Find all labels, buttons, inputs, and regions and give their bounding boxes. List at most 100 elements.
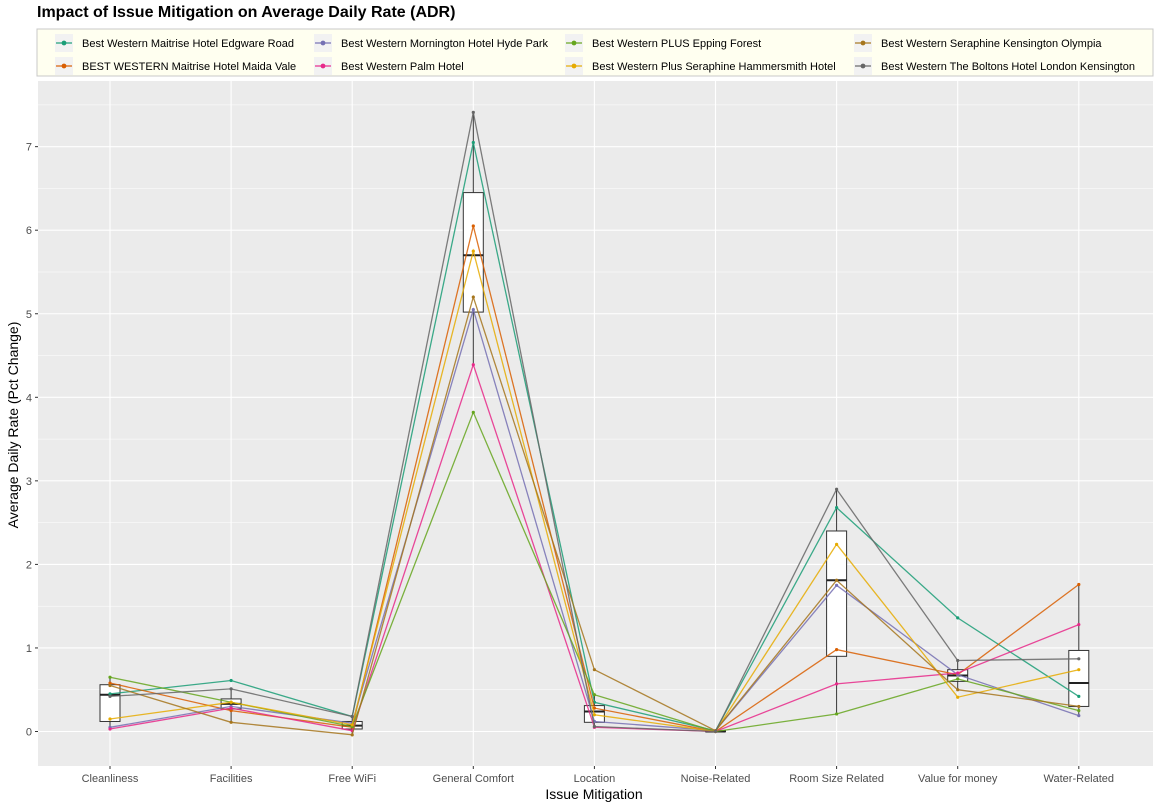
- y-tick-label: 1: [26, 643, 32, 655]
- data-point: [1077, 694, 1081, 699]
- legend-item: BEST WESTERN Maitrise Hotel Maida Vale: [55, 57, 296, 75]
- data-point: [835, 578, 839, 582]
- data-point: [471, 295, 475, 299]
- y-axis: 0 1 2 3 4 5 6 7: [26, 142, 38, 739]
- data-point: [713, 729, 718, 734]
- data-point: [108, 675, 112, 679]
- legend-key-point: [61, 40, 67, 46]
- data-point: [592, 713, 597, 717]
- y-tick-label: 6: [26, 225, 32, 237]
- boxplot-box: [99, 684, 121, 722]
- data-point: [1077, 622, 1081, 627]
- data-point: [108, 717, 112, 721]
- legend: Best Western Maitrise Hotel Edgware Road…: [36, 28, 1154, 77]
- legend-item: Best Western PLUS Epping Forest: [565, 34, 761, 52]
- x-tick-label: Value for money: [918, 773, 998, 785]
- data-point: [1077, 709, 1081, 713]
- legend-key-point: [860, 40, 866, 46]
- y-tick-label: 2: [26, 559, 32, 571]
- data-point: [1077, 582, 1081, 587]
- data-point: [1077, 657, 1081, 661]
- data-point: [350, 733, 354, 737]
- data-point: [471, 110, 475, 114]
- data-point: [1077, 704, 1081, 709]
- x-tick-label: Facilities: [210, 773, 253, 785]
- data-point: [108, 694, 112, 699]
- data-point: [350, 723, 354, 727]
- legend-label: Best Western PLUS Epping Forest: [592, 38, 761, 50]
- x-tick-label: Free WiFi: [328, 773, 376, 785]
- plot-panel: [38, 81, 1153, 766]
- series-lines: [108, 110, 1081, 737]
- legend-box: [36, 28, 1154, 77]
- legend-item: Best Western The Boltons Hotel London Ke…: [854, 57, 1135, 75]
- data-point: [956, 658, 960, 663]
- legend-item: Best Western Palm Hotel: [314, 57, 464, 75]
- data-point: [471, 410, 475, 414]
- legend-item: Best Western Plus Seraphine Hammersmith …: [565, 57, 836, 75]
- data-point: [229, 700, 233, 704]
- data-point: [835, 505, 839, 510]
- data-point: [108, 681, 112, 685]
- legend-key-point: [571, 63, 577, 69]
- data-point: [835, 542, 839, 546]
- data-point: [229, 706, 233, 710]
- y-tick-label: 0: [26, 727, 32, 739]
- x-axis-title: Issue Mitigation: [545, 786, 642, 802]
- data-point: [835, 712, 839, 716]
- legend-key-point: [860, 63, 866, 69]
- chart-title: Impact of Issue Mitigation on Average Da…: [37, 4, 455, 21]
- data-point: [592, 693, 597, 697]
- data-point: [350, 714, 354, 719]
- legend-key-point: [571, 40, 577, 46]
- legend-label: Best Western Palm Hotel: [341, 61, 464, 73]
- legend-label: BEST WESTERN Maitrise Hotel Maida Vale: [82, 61, 296, 73]
- y-axis-title: Average Daily Rate (Pct Change): [5, 322, 21, 529]
- data-point: [835, 648, 839, 652]
- data-point: [471, 249, 475, 253]
- data-point: [956, 616, 960, 620]
- legend-label: Best Western Mornington Hotel Hyde Park: [341, 38, 549, 50]
- legend-key-point: [320, 63, 326, 69]
- data-point: [108, 683, 112, 688]
- data-point: [956, 688, 960, 692]
- data-point: [108, 692, 112, 696]
- y-tick-label: 7: [26, 142, 32, 154]
- data-point: [229, 687, 233, 691]
- data-point: [592, 706, 597, 710]
- x-tick-label: Water-Related: [1044, 773, 1115, 785]
- legend-key-point: [61, 63, 67, 69]
- data-point: [956, 677, 960, 681]
- data-point: [592, 668, 597, 672]
- legend-label: Best Western Maitrise Hotel Edgware Road: [82, 38, 294, 50]
- data-point: [1077, 714, 1081, 718]
- data-point: [835, 583, 839, 587]
- data-point: [229, 709, 233, 713]
- y-tick-label: 5: [26, 309, 32, 321]
- data-point: [108, 727, 112, 731]
- legend-item: Best Western Mornington Hotel Hyde Park: [314, 34, 549, 52]
- data-point: [229, 720, 233, 724]
- x-tick-label: Location: [574, 773, 616, 785]
- legend-key-point: [320, 40, 326, 46]
- x-tick-label: Cleanliness: [82, 773, 139, 785]
- legend-item: Best Western Maitrise Hotel Edgware Road: [55, 34, 294, 52]
- data-point: [229, 678, 233, 683]
- y-tick-label: 4: [26, 392, 32, 404]
- legend-item: Best Western Seraphine Kensington Olympi…: [854, 34, 1102, 52]
- data-point: [471, 140, 475, 145]
- data-point: [956, 695, 960, 699]
- data-point: [471, 307, 475, 312]
- x-tick-label: Room Size Related: [789, 773, 884, 785]
- data-point: [592, 724, 597, 729]
- data-point: [471, 363, 475, 367]
- data-point: [471, 224, 475, 228]
- x-tick-label: Noise-Related: [681, 773, 751, 785]
- data-point: [956, 671, 960, 675]
- legend-label: Best Western Seraphine Kensington Olympi…: [881, 38, 1102, 50]
- legend-label: Best Western The Boltons Hotel London Ke…: [881, 61, 1135, 73]
- y-tick-label: 3: [26, 476, 32, 488]
- x-tick-label: General Comfort: [433, 773, 514, 785]
- data-point: [835, 487, 839, 491]
